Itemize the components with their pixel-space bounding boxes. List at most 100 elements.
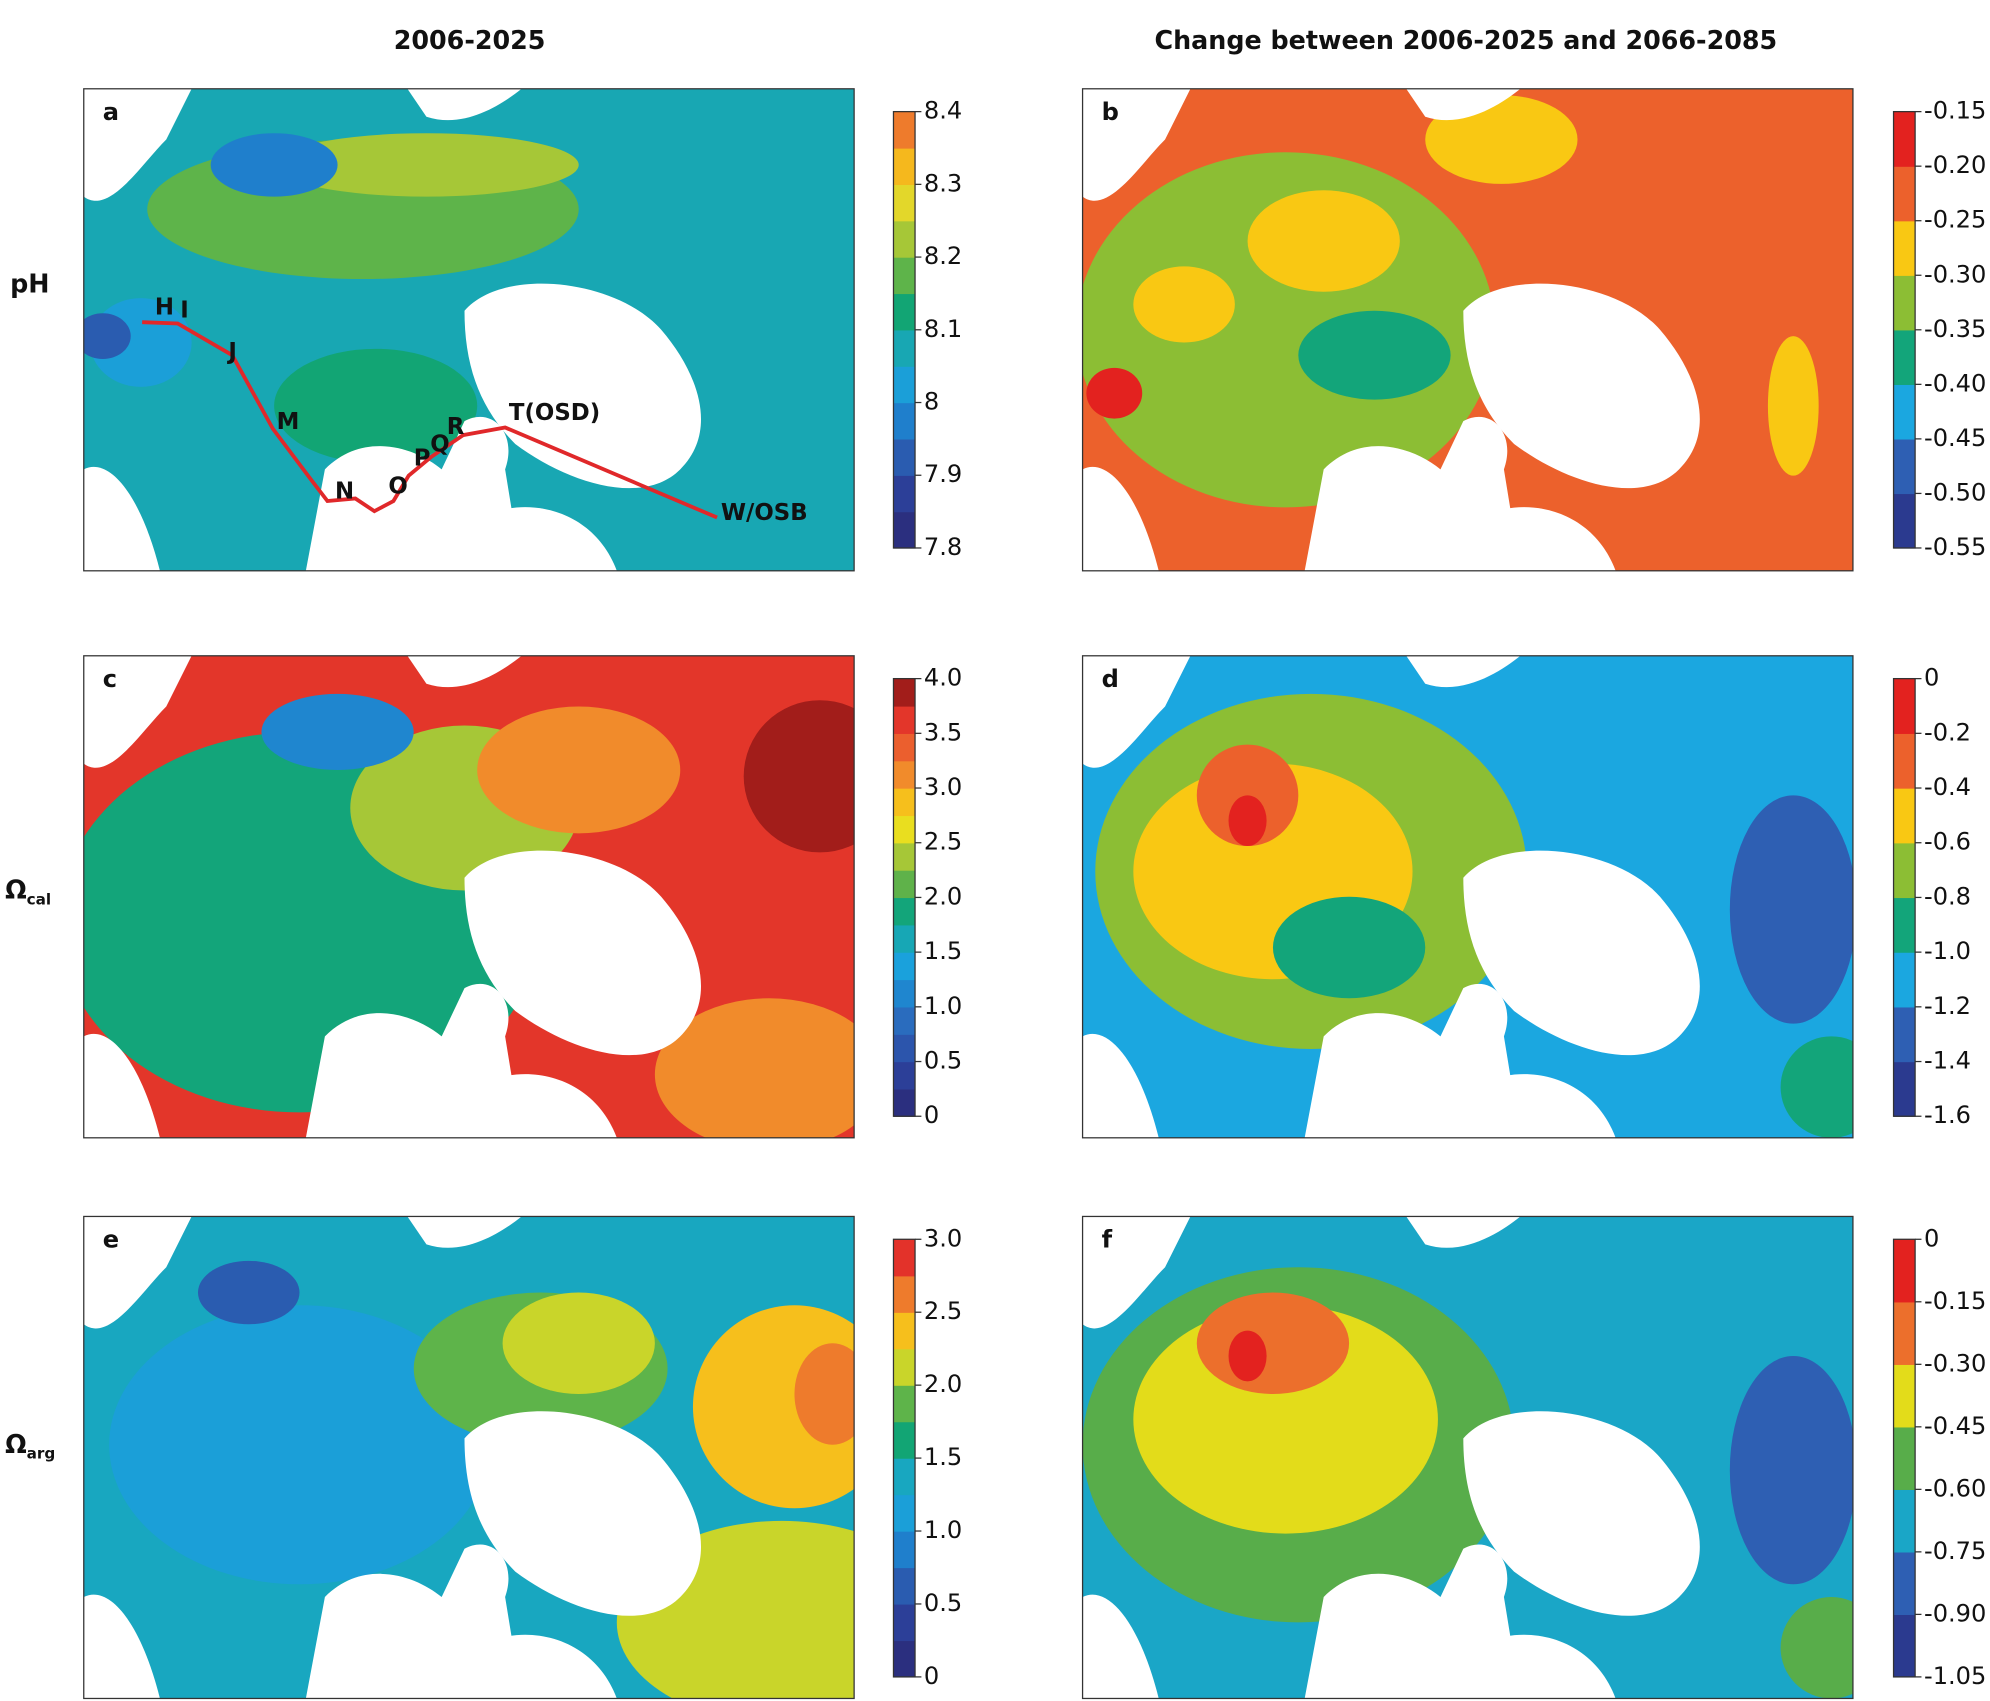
land — [83, 655, 192, 768]
colorbar-segment — [1893, 166, 1916, 222]
colorbar-segment — [893, 924, 916, 953]
colorbar-tick-label: -1.05 — [1924, 1662, 1986, 1690]
row-label: Ωarg — [5, 1429, 55, 1462]
land — [407, 88, 522, 121]
colorbar-segment — [893, 1312, 916, 1350]
land — [464, 850, 702, 1056]
land — [1304, 416, 1521, 571]
route-label: P — [414, 446, 431, 472]
land — [1463, 1074, 1616, 1138]
land — [1463, 283, 1700, 489]
map-frame — [83, 88, 855, 572]
colorbar-segment — [893, 897, 916, 926]
colorbar-tick-label: 0 — [924, 1662, 939, 1690]
land — [1406, 1216, 1521, 1248]
panel-letter: d — [1102, 665, 1119, 693]
colorbar-segment — [893, 760, 916, 789]
column-title: Change between 2006-2025 and 2066-2085 — [1154, 25, 1777, 55]
colorbar-segment — [893, 111, 916, 149]
colorbar-segment — [893, 979, 916, 1008]
map — [83, 1216, 855, 1699]
colorbar-segment — [1893, 1614, 1916, 1678]
land — [407, 655, 522, 688]
colorbar-segment — [893, 147, 916, 185]
land — [305, 983, 522, 1138]
colorbar-tick-label: -0.15 — [1924, 1287, 1986, 1315]
route-label: H — [155, 295, 174, 321]
colorbar-tick-label: 1.5 — [924, 1443, 962, 1471]
land — [464, 507, 617, 571]
colorbar-tick-label: 7.9 — [924, 460, 962, 488]
colorbar-tick-label: 3.0 — [924, 773, 962, 801]
map-region — [1780, 1597, 1853, 1699]
map-region — [1228, 795, 1267, 847]
colorbar-tick-label: 1.0 — [924, 1516, 962, 1544]
colorbar-tick-label: 2.0 — [924, 1370, 962, 1398]
map-region — [654, 998, 855, 1138]
map-frame — [1081, 88, 1854, 572]
map-region — [502, 1292, 655, 1395]
colorbar-segment — [893, 1061, 916, 1090]
colorbar-segment — [893, 1385, 916, 1423]
colorbar-tick-label: 1.5 — [924, 937, 962, 965]
colorbar-segment — [1893, 493, 1916, 549]
map-region — [274, 133, 579, 197]
row-symbol: Ω — [5, 875, 27, 905]
route-label: J — [226, 339, 237, 365]
land — [83, 1594, 160, 1699]
colorbar-tick-label: -0.75 — [1924, 1537, 1986, 1565]
colorbar-segment — [893, 475, 916, 513]
colorbar-segment — [893, 1458, 916, 1496]
colorbar-segment — [893, 815, 916, 844]
colorbar-tick-label: 8.4 — [924, 97, 962, 125]
colorbar-tick-label: 7.8 — [924, 533, 962, 561]
colorbar-segment — [893, 1494, 916, 1532]
colorbar-tick-label: -0.40 — [1924, 369, 1986, 397]
colorbar-tick-label: 2.0 — [924, 882, 962, 910]
colorbar-tick-label: 8.3 — [924, 169, 962, 197]
colorbar-segment — [893, 842, 916, 871]
map-region — [1086, 367, 1143, 419]
colorbar-segment — [893, 1088, 916, 1117]
colorbar-segment — [1893, 952, 1916, 1008]
land — [1463, 850, 1700, 1056]
colorbar-segment — [1893, 438, 1916, 495]
colorbar-tick-label: -0.25 — [1924, 206, 1986, 234]
map-region — [1729, 1356, 1853, 1585]
map — [1082, 1216, 1853, 1699]
colorbar-tick-label: -0.90 — [1924, 1599, 1986, 1627]
colorbar-tick-label: 2.5 — [924, 828, 962, 856]
colorbar-segment — [1893, 220, 1916, 276]
map-region — [1298, 310, 1451, 400]
colorbar-segment — [893, 366, 916, 404]
colorbar-tick-label: 0 — [1924, 1224, 1939, 1252]
map-region — [1247, 190, 1400, 292]
colorbar-segment — [1893, 842, 1916, 899]
land — [83, 88, 192, 201]
map — [83, 88, 855, 571]
colorbar-tick-label: -0.6 — [1924, 828, 1971, 856]
colorbar-tick-label: -0.20 — [1924, 151, 1986, 179]
map-region — [1729, 795, 1853, 1024]
land — [464, 1074, 617, 1138]
route-label: R — [447, 414, 465, 440]
colorbar-tick-label: -0.8 — [1924, 882, 1971, 910]
colorbar-segment — [1893, 1239, 1916, 1303]
colorbar-tick-label: 8.2 — [924, 242, 962, 270]
land — [1082, 466, 1159, 571]
land — [83, 1216, 192, 1329]
colorbar-segment — [893, 705, 916, 734]
land — [464, 1634, 617, 1699]
map-region — [210, 133, 338, 197]
colorbar-segment — [893, 184, 916, 222]
colorbar-segment — [1893, 275, 1916, 331]
colorbar-tick-label: 3.5 — [924, 718, 962, 746]
colorbar-segment — [1893, 1426, 1916, 1490]
map-frame — [83, 1215, 855, 1700]
colorbar-segment — [893, 1421, 916, 1459]
colorbar-segment — [893, 1275, 916, 1313]
colorbar-segment — [893, 1640, 916, 1678]
panel-letter: c — [103, 665, 117, 693]
colorbar-segment — [893, 438, 916, 476]
map-region — [1228, 1330, 1267, 1382]
